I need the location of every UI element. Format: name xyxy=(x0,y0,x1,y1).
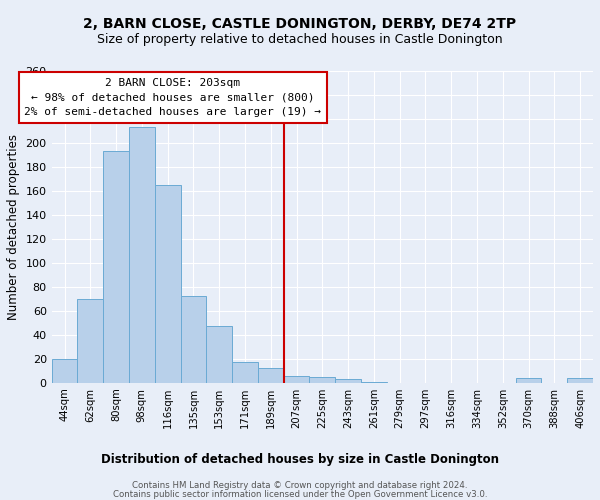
Bar xyxy=(516,378,541,383)
Bar xyxy=(77,299,103,383)
Bar xyxy=(258,368,284,383)
Text: 2, BARN CLOSE, CASTLE DONINGTON, DERBY, DE74 2TP: 2, BARN CLOSE, CASTLE DONINGTON, DERBY, … xyxy=(83,18,517,32)
Text: 2 BARN CLOSE: 203sqm
← 98% of detached houses are smaller (800)
2% of semi-detac: 2 BARN CLOSE: 203sqm ← 98% of detached h… xyxy=(24,78,321,117)
Bar xyxy=(310,377,335,383)
Bar xyxy=(361,382,387,383)
Y-axis label: Number of detached properties: Number of detached properties xyxy=(7,134,20,320)
Bar xyxy=(232,362,258,383)
Bar xyxy=(103,152,129,383)
Bar xyxy=(206,326,232,383)
Bar xyxy=(284,376,310,383)
Text: Distribution of detached houses by size in Castle Donington: Distribution of detached houses by size … xyxy=(101,452,499,466)
Bar xyxy=(129,128,155,383)
Bar xyxy=(567,378,593,383)
Text: Contains public sector information licensed under the Open Government Licence v3: Contains public sector information licen… xyxy=(113,490,487,499)
Bar xyxy=(181,296,206,383)
Bar xyxy=(52,359,77,383)
Bar xyxy=(335,379,361,383)
Text: Contains HM Land Registry data © Crown copyright and database right 2024.: Contains HM Land Registry data © Crown c… xyxy=(132,481,468,490)
Text: Size of property relative to detached houses in Castle Donington: Size of property relative to detached ho… xyxy=(97,32,503,46)
Bar xyxy=(155,185,181,383)
